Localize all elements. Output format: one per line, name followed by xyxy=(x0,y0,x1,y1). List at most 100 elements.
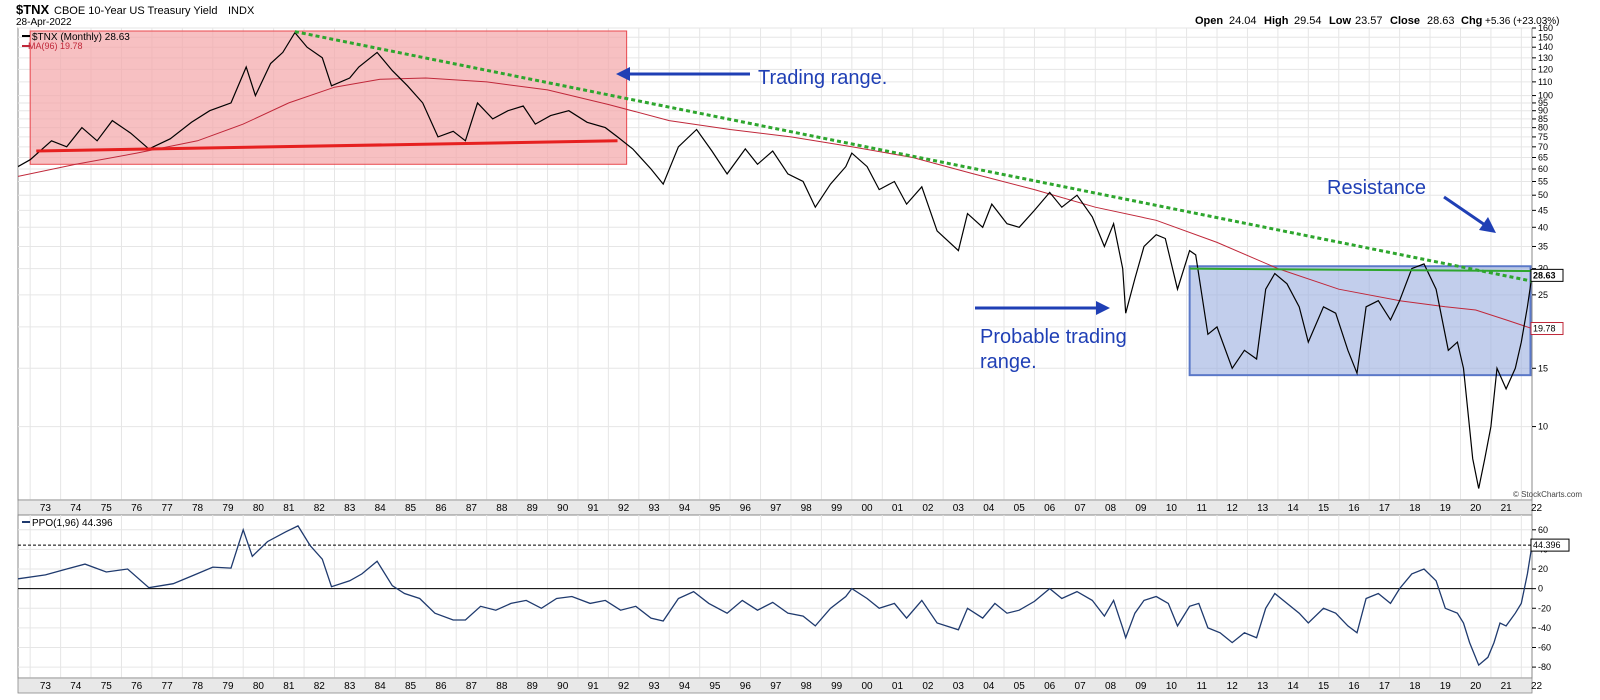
x-tick-label: 91 xyxy=(588,503,600,514)
y-tick-label: 80 xyxy=(1538,123,1548,133)
x-tick-label: 76 xyxy=(131,681,143,692)
x-tick-label: 07 xyxy=(1075,503,1087,514)
x-tick-label: 87 xyxy=(466,681,478,692)
x-tick-label: 09 xyxy=(1135,503,1147,514)
chg-label: Chg xyxy=(1461,15,1482,27)
x-tick-label: 97 xyxy=(770,681,782,692)
y-tick-label: 65 xyxy=(1538,152,1548,162)
tnx-price-line xyxy=(18,31,1532,489)
price-y-axis: 1015202530354045505560657075808590951001… xyxy=(1532,23,1553,432)
y-tick-label: 0 xyxy=(1538,584,1543,594)
label-probable-line1: Probable trading xyxy=(980,326,1127,348)
legend-price: $TNX (Monthly) 28.63 xyxy=(32,32,130,43)
y-tick-label: 15 xyxy=(1538,363,1548,373)
x-tick-label: 81 xyxy=(283,503,295,514)
y-tick-label: 25 xyxy=(1538,290,1548,300)
x-tick-label: 06 xyxy=(1044,503,1056,514)
x-tick-label: 96 xyxy=(740,503,752,514)
y-tick-label: -80 xyxy=(1538,662,1551,672)
x-tick-label: 00 xyxy=(861,503,873,514)
x-tick-label: 76 xyxy=(131,503,143,514)
x-tick-label: 85 xyxy=(405,681,417,692)
x-tick-label: 83 xyxy=(344,503,356,514)
ppo-last-tag: 44.396 xyxy=(1530,538,1570,552)
x-tick-label: 15 xyxy=(1318,503,1330,514)
x-tick-label: 84 xyxy=(375,503,387,514)
last-price-tag: 28.63 xyxy=(1530,268,1564,282)
x-tick-label: 92 xyxy=(618,681,630,692)
support-line xyxy=(36,139,618,153)
x-tick-label: 04 xyxy=(983,503,995,514)
x-tick-label: 11 xyxy=(1197,503,1208,514)
x-tick-label: 12 xyxy=(1227,681,1239,692)
x-tick-label: 14 xyxy=(1288,681,1300,692)
x-tick-label: 96 xyxy=(740,681,752,692)
ma96-line xyxy=(18,77,1532,329)
x-tick-label: 78 xyxy=(192,503,204,514)
legend-ma: MA(96) 19.78 xyxy=(28,41,83,51)
x-tick-label: 01 xyxy=(892,681,904,692)
trading-range-zone xyxy=(29,30,628,165)
security-name: CBOE 10-Year US Treasury Yield xyxy=(54,5,217,17)
x-tick-label: 93 xyxy=(648,503,660,514)
x-tick-label: 90 xyxy=(557,503,569,514)
x-tick-label: 89 xyxy=(527,503,539,514)
y-tick-label: 90 xyxy=(1538,106,1548,116)
watermark: © StockCharts.com xyxy=(1513,490,1582,499)
label-probable-line2: range. xyxy=(980,351,1037,373)
x-tick-label: 13 xyxy=(1257,503,1269,514)
annotation-probable-range: Probable trading range. xyxy=(975,301,1127,373)
high-label: High xyxy=(1264,15,1289,27)
chart-date: 28-Apr-2022 xyxy=(16,17,72,28)
y-tick-label: 160 xyxy=(1538,23,1553,33)
x-tick-label: 95 xyxy=(709,681,721,692)
x-tick-label: 19 xyxy=(1440,503,1452,514)
last-price-value: 28.63 xyxy=(1533,270,1556,280)
y-tick-label: 70 xyxy=(1538,142,1548,152)
x-tick-label: 05 xyxy=(1014,681,1026,692)
x-tick-label: 08 xyxy=(1105,503,1117,514)
y-tick-label: -20 xyxy=(1538,603,1551,613)
x-tick-label: 80 xyxy=(253,681,265,692)
x-tick-label: 83 xyxy=(344,681,356,692)
chg-value: +5.36 (+23.03%) xyxy=(1485,16,1560,27)
x-tick-label: 86 xyxy=(435,681,447,692)
x-tick-label: 18 xyxy=(1409,681,1421,692)
close-value: 28.63 xyxy=(1427,15,1455,27)
price-legend: $TNX (Monthly) 28.63 MA(96) 19.78 xyxy=(22,32,130,51)
x-tick-label: 13 xyxy=(1257,681,1269,692)
x-tick-label: 82 xyxy=(314,503,326,514)
x-tick-label: 14 xyxy=(1288,503,1300,514)
y-tick-label: 50 xyxy=(1538,190,1548,200)
x-tick-label: 85 xyxy=(405,503,417,514)
close-label: Close xyxy=(1390,15,1420,27)
x-tick-label: 95 xyxy=(709,503,721,514)
open-value: 24.04 xyxy=(1229,15,1257,27)
arrow-head-probable-range xyxy=(1096,301,1110,315)
x-tick-label: 03 xyxy=(953,503,965,514)
x-tick-label: 82 xyxy=(314,681,326,692)
x-tick-label: 22 xyxy=(1531,503,1543,514)
label-trading-range: Trading range. xyxy=(758,67,887,89)
high-value: 29.54 xyxy=(1294,15,1322,27)
probable-trading-range-zone xyxy=(1188,265,1532,377)
x-tick-label: 08 xyxy=(1105,681,1117,692)
date-axis-bottom: 73 74 75 76 77 78 79 80 81 82 83 84 85 86 87 88 89 90 91 92… xyxy=(40,681,1543,692)
x-tick-label: 74 xyxy=(70,681,82,692)
legend-ppo: PPO(1,96) 44.396 xyxy=(32,518,113,529)
low-value: 23.57 xyxy=(1355,15,1383,27)
y-tick-label: 120 xyxy=(1538,64,1553,74)
x-tick-label: 88 xyxy=(496,503,508,514)
x-tick-label: 87 xyxy=(466,503,478,514)
x-tick-label: 86 xyxy=(435,503,447,514)
ma-value: 19.78 xyxy=(1533,324,1556,334)
x-tick-label: 21 xyxy=(1501,681,1513,692)
x-tick-label: 02 xyxy=(922,681,934,692)
x-tick-label: 75 xyxy=(101,681,113,692)
x-tick-label: 99 xyxy=(831,503,843,514)
y-tick-label: 35 xyxy=(1538,241,1548,251)
ppo-line xyxy=(18,525,1532,667)
y-tick-label: 130 xyxy=(1538,53,1553,63)
x-tick-label: 18 xyxy=(1409,503,1421,514)
